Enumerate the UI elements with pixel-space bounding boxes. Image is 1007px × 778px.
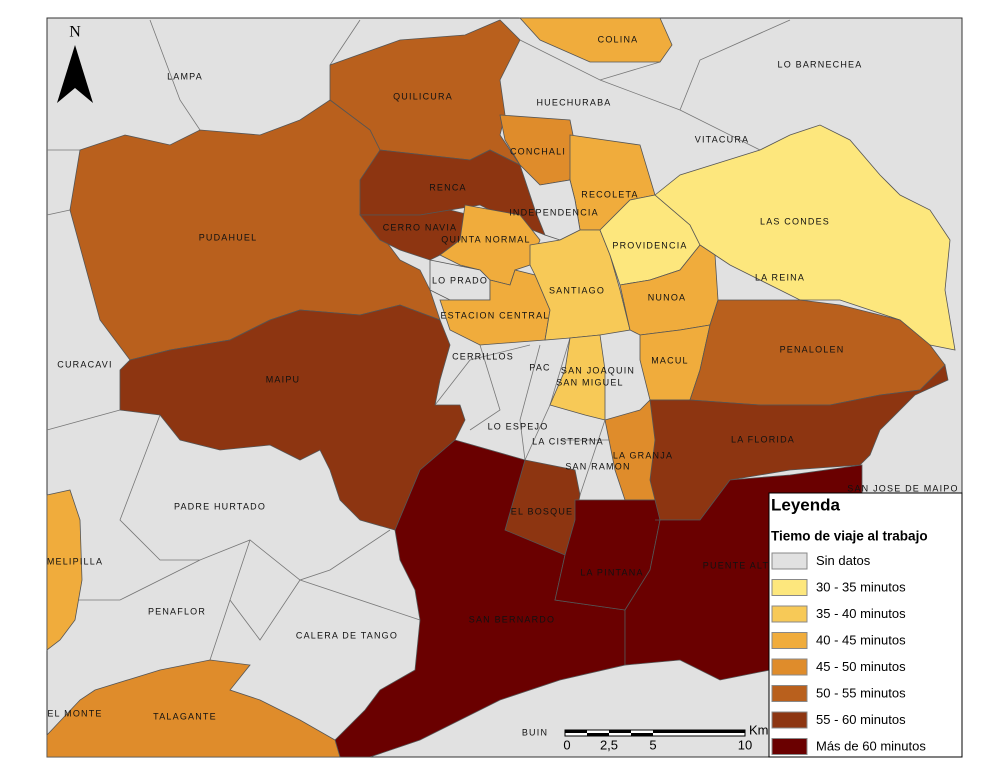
region-label: PADRE HURTADO [174,501,266,511]
region [119,304,466,531]
region-label: LAS CONDES [760,216,830,226]
scale-unit: Km [749,722,769,737]
region-label: SAN JOAQUIN [561,365,635,375]
region-label: MELIPILLA [47,556,103,566]
north-arrow-right [75,45,93,103]
legend-subtitle: Tiemo de viaje al trabajo [771,529,928,544]
scale-label: 2,5 [600,737,618,752]
region-label: CONCHALI [510,146,566,156]
region-label: PUDAHUEL [199,232,258,242]
region-label: QUINTA NORMAL [441,234,530,244]
region-label: MAIPU [266,374,301,384]
legend-swatch [771,552,808,570]
legend-swatch [771,685,808,702]
region [549,334,606,421]
scale-bar: 0 2,5 5 10 Km [563,722,768,752]
legend-swatch [771,605,808,623]
region-label: BUIN [522,727,548,737]
region-label: SAN BERNARDO [469,614,555,624]
labels: COLINA QUILICURA PUDAHUEL RENCA CERRO NAVIA C… [47,34,958,737]
region-label: EL BOSQUE [511,506,573,516]
region-label: LA PINTANA [580,567,643,577]
north-arrow: N [57,24,93,103]
regions [46,17,956,758]
region-label: TALAGANTE [153,711,217,721]
region-label: CERRO NAVIA [383,222,458,232]
region-label: LAMPA [167,71,203,81]
region [46,489,83,651]
region [654,124,956,351]
scale-bar-segment [587,733,609,736]
region-label: PROVIDENCIA [612,240,687,250]
region [46,659,341,758]
scale-bar-segment [653,730,745,733]
legend-label: Sin datos [816,553,871,568]
region [604,399,656,501]
legend-swatch [771,711,808,729]
legend: Leyenda Tiemo de viaje al trabajo Sin da… [768,492,963,758]
region-label: INDEPENDENCIA [509,207,599,217]
north-arrow-left [57,45,75,103]
region-label: ESTACION CENTRAL [440,310,549,320]
region-label: COLINA [598,34,639,44]
region-label: CALERA DE TANGO [296,630,398,640]
region-label: LA CISTERNA [532,436,604,446]
region-label: PUENTE ALTO [703,560,777,570]
legend-title: Leyenda [771,495,841,514]
region [529,229,631,341]
legend-swatch [771,579,808,596]
region-label: LO PRADO [432,275,488,285]
scale-bar-segment [565,730,587,733]
region-label: SANTIAGO [549,285,605,295]
region-label: HUECHURABA [536,97,611,107]
legend-label: 45 - 50 minutos [816,659,906,674]
legend-swatch [771,658,808,676]
region-label: PAC [529,362,550,372]
scale-label: 0 [563,737,570,752]
region-label: RENCA [429,182,467,192]
region-label: NUNOA [648,292,687,302]
region-label: EL MONTE [47,708,102,718]
region-label: SAN JOSE DE MAIPO [847,483,958,493]
legend-label: 35 - 40 minutos [816,606,906,621]
legend-label: 30 - 35 minutos [816,579,906,594]
region-label: PENAFLOR [148,606,206,616]
region-label: LO BARNECHEA [778,59,863,69]
legend-label: 55 - 60 minutos [816,712,906,727]
region-label: LA GRANJA [613,450,673,460]
region-label: MACUL [651,355,689,365]
legend-swatch [771,738,808,755]
region-label: LA FLORIDA [731,434,795,444]
scale-bar-segment [609,730,631,733]
region-label: CURACAVI [57,359,112,369]
region-label: PENALOLEN [780,344,845,354]
region-label: CERRILLOS [452,351,514,361]
legend-label: Más de 60 minutos [816,738,926,753]
region-label: RECOLETA [581,189,638,199]
scale-bar-segment [631,733,653,736]
region-label: LO ESPEJO [488,421,549,431]
region-label: SAN MIGUEL [556,377,624,387]
region-label: SAN RAMON [565,461,630,471]
legend-label: 50 - 55 minutos [816,685,906,700]
region [519,17,673,63]
legend-swatch [771,632,808,649]
north-label: N [69,24,81,41]
scale-label: 5 [649,737,656,752]
region-label: QUILICURA [393,91,453,101]
region-label: LA REINA [755,272,805,282]
region-label: VITACURA [695,134,749,144]
scale-label: 10 [738,737,752,752]
legend-label: 40 - 45 minutos [816,632,906,647]
